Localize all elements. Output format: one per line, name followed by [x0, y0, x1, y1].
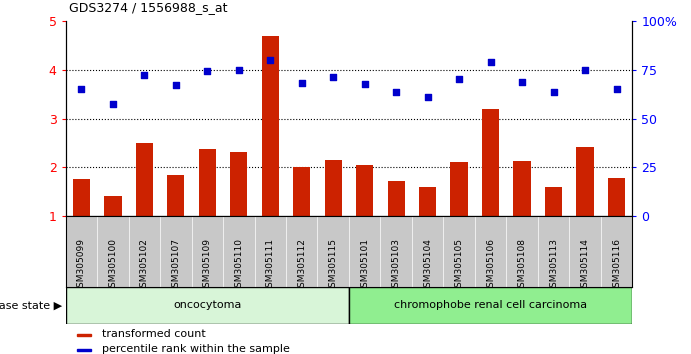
Point: [139, 72, 150, 78]
Bar: [576, 147, 594, 216]
Point: [296, 80, 307, 86]
Text: transformed count: transformed count: [102, 329, 206, 339]
Bar: [388, 181, 405, 216]
Text: percentile rank within the sample: percentile rank within the sample: [102, 344, 290, 354]
Bar: [419, 187, 436, 216]
Bar: [167, 175, 184, 216]
Bar: [77, 334, 91, 336]
Point: [485, 59, 496, 64]
Point: [453, 76, 464, 81]
Bar: [325, 160, 342, 216]
Bar: [608, 178, 625, 216]
Point: [359, 81, 370, 86]
Point: [328, 74, 339, 80]
FancyBboxPatch shape: [349, 287, 632, 324]
Point: [580, 67, 591, 73]
Point: [107, 101, 118, 107]
Point: [202, 69, 213, 74]
Bar: [451, 162, 468, 216]
Text: GDS3274 / 1556988_s_at: GDS3274 / 1556988_s_at: [69, 1, 228, 14]
Bar: [545, 187, 562, 216]
Bar: [293, 167, 310, 216]
Point: [422, 94, 433, 99]
Bar: [513, 161, 531, 216]
Point: [170, 82, 181, 87]
Bar: [135, 143, 153, 216]
Point: [548, 89, 559, 95]
Point: [517, 79, 528, 85]
Text: oncocytoma: oncocytoma: [173, 300, 241, 310]
Bar: [73, 179, 90, 216]
Point: [611, 86, 622, 92]
Point: [265, 57, 276, 63]
FancyBboxPatch shape: [66, 287, 349, 324]
Point: [76, 86, 87, 92]
Bar: [482, 109, 500, 216]
Bar: [77, 349, 91, 351]
Point: [390, 89, 401, 95]
Text: chromophobe renal cell carcinoma: chromophobe renal cell carcinoma: [394, 300, 587, 310]
Bar: [230, 152, 247, 216]
Point: [234, 67, 245, 73]
Bar: [262, 36, 279, 216]
Bar: [356, 165, 373, 216]
Bar: [198, 149, 216, 216]
Text: disease state ▶: disease state ▶: [0, 300, 62, 310]
Bar: [104, 196, 122, 216]
